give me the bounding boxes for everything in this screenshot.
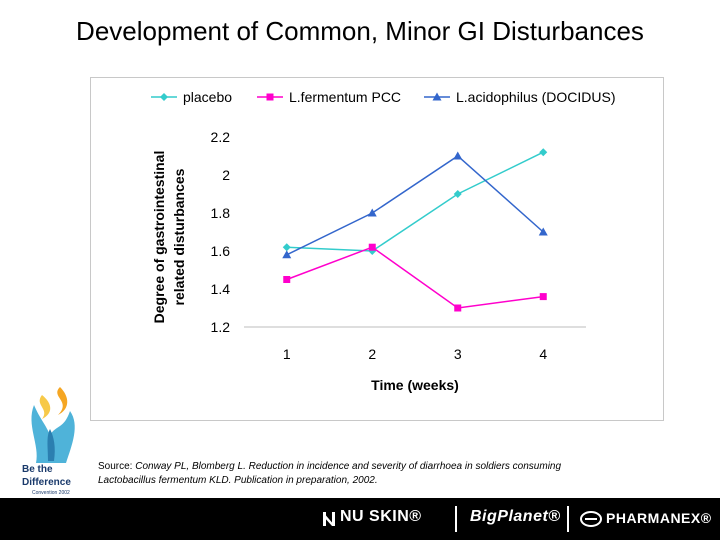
- y-tick-label: 1.8: [211, 205, 231, 221]
- data-point: [538, 227, 548, 236]
- logo-line2: Difference: [22, 477, 71, 488]
- x-tick-label: 4: [539, 346, 547, 362]
- legend-marker: [266, 93, 274, 101]
- data-point: [282, 250, 292, 259]
- brand-divider: [455, 506, 457, 532]
- y-tick-label: 2.2: [211, 129, 231, 145]
- y-axis-title-line: related disturbances: [171, 168, 187, 305]
- data-point: [453, 151, 463, 160]
- y-tick-label: 1.6: [211, 243, 231, 259]
- torch-flame-icon: [57, 387, 68, 415]
- line-chart: 1.2 1.4 1.6 1.8 2 2.2 1 2 3 4 Time (weeks) Degree o…: [151, 89, 616, 393]
- data-point: [539, 148, 548, 157]
- source-text: Conway PL, Blomberg L. Reduction in inci…: [98, 461, 562, 486]
- brand-divider: [567, 506, 569, 532]
- x-tick-label: 3: [454, 346, 462, 362]
- brand-pharmanex: PHARMANEX®: [606, 510, 712, 526]
- y-axis-title-line: Degree of gastrointestinal: [151, 151, 167, 324]
- legend-marker: [160, 93, 168, 101]
- legend-marker: [432, 92, 442, 101]
- series-line: [286, 155, 544, 256]
- nu-skin-icon: [323, 512, 335, 526]
- legend-label: placebo: [183, 89, 232, 105]
- data-point: [539, 293, 547, 301]
- data-point: [454, 304, 462, 312]
- y-tick-label: 1.4: [211, 281, 231, 297]
- data-point: [368, 243, 376, 251]
- y-tick-label: 2: [222, 167, 230, 183]
- be-the-difference-logo: Be the Difference Convention 2002: [22, 387, 75, 496]
- slide-title: Development of Common, Minor GI Disturba…: [76, 16, 644, 46]
- brand-nu-skin: NU SKIN®: [340, 508, 422, 525]
- data-point: [453, 190, 462, 198]
- pharmanex-icon: [580, 511, 602, 527]
- logo-line3: Convention 2002: [32, 490, 70, 496]
- logo-line1: Be the: [22, 464, 53, 475]
- chart-frame: 1.2 1.4 1.6 1.8 2 2.2 1 2 3 4 Time (weeks) Degree o…: [90, 77, 664, 421]
- source-label: Source:: [98, 461, 136, 472]
- source-citation: Source: Conway PL, Blomberg L. Reduction…: [98, 460, 568, 488]
- x-axis-title: Time (weeks): [371, 377, 459, 393]
- series-line: [286, 151, 544, 252]
- y-axis-title: Degree of gastrointestinal related distur…: [151, 151, 187, 324]
- brand-bigplanet: BigPlanet®: [470, 508, 561, 525]
- y-tick-label: 1.2: [211, 319, 231, 335]
- x-tick-label: 2: [368, 346, 376, 362]
- legend-label: L.fermentum PCC: [289, 89, 401, 105]
- data-point: [282, 243, 291, 252]
- legend-label: L.acidophilus (DOCIDUS): [456, 89, 616, 105]
- x-tick-label: 1: [283, 346, 291, 362]
- series-line: [286, 246, 544, 309]
- data-point: [367, 208, 377, 217]
- data-point: [283, 276, 291, 283]
